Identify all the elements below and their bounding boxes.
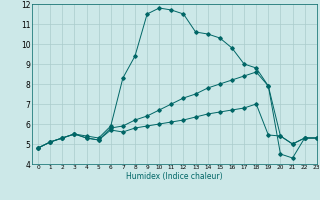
- X-axis label: Humidex (Indice chaleur): Humidex (Indice chaleur): [126, 172, 223, 181]
